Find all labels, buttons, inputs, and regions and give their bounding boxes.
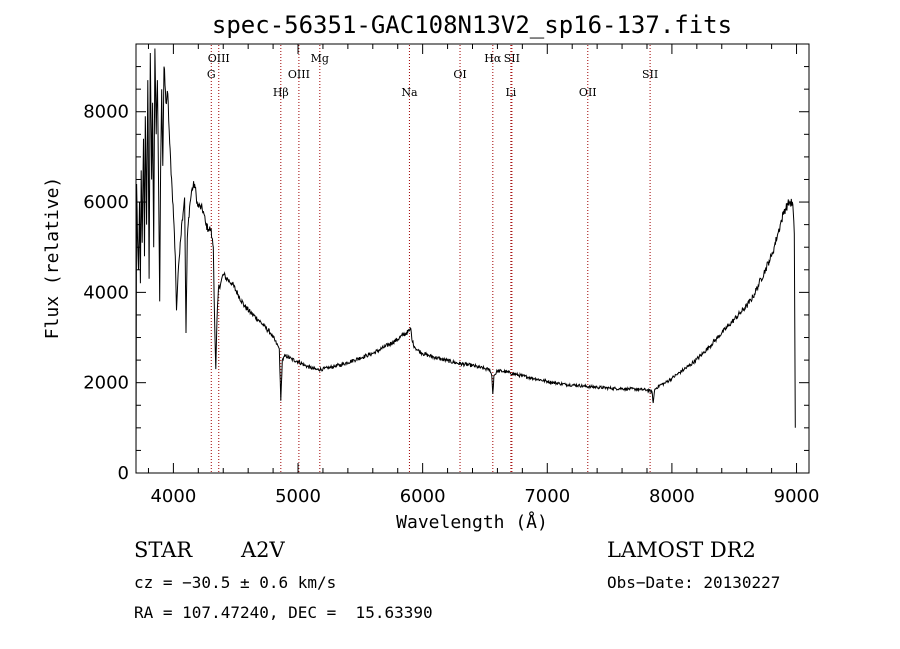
line-marker-label: OII: [579, 86, 597, 99]
line-marker-label: Mg: [311, 52, 329, 65]
x-tick-label: 8000: [649, 486, 695, 507]
line-marker-label: OIII: [208, 52, 230, 65]
y-tick-label: 8000: [83, 102, 129, 123]
observation-date: Obs−Date: 20130227: [607, 573, 781, 592]
sky-coordinates: RA = 107.47240, DEC = 15.63390: [134, 603, 433, 622]
object-type: STAR: [134, 538, 193, 562]
x-tick-label: 9000: [774, 486, 820, 507]
x-axis-label: Wavelength (Å): [396, 511, 548, 533]
spectrum-series-line: [135, 48, 796, 465]
line-marker-label: Hα: [484, 52, 502, 65]
line-marker-label: SII: [504, 52, 520, 65]
y-tick-label: 2000: [83, 373, 129, 394]
plot-frame: [135, 43, 810, 474]
line-marker-label: OI: [453, 68, 466, 81]
y-tick-label: 6000: [83, 192, 129, 213]
y-tick-label: 0: [118, 463, 129, 484]
x-tick-label: 6000: [400, 486, 446, 507]
x-tick-label: 4000: [150, 486, 196, 507]
line-marker-label: OIII: [288, 68, 310, 81]
x-axis-ticks: 4000 5000 6000 7000 8000 9000: [147, 44, 820, 507]
redshift-velocity: cz = −30.5 ± 0.6 km/s: [134, 573, 337, 592]
survey-name: LAMOST DR2: [607, 538, 756, 562]
x-tick-label: 5000: [275, 486, 321, 507]
line-marker-label: G: [207, 68, 216, 81]
chart-title: spec-56351-GAC108N13V2_sp16-137.fits: [212, 11, 732, 39]
line-marker-label: Li: [505, 86, 516, 99]
line-marker-label: SII: [642, 68, 658, 81]
y-tick-label: 4000: [83, 282, 129, 303]
line-marker-label: Na: [401, 86, 418, 99]
y-axis-ticks: 0 2000 4000 6000 8000: [83, 66, 809, 484]
line-marker-label: Hβ: [273, 86, 289, 99]
y-axis-label: Flux (relative): [42, 177, 63, 340]
x-tick-label: 7000: [524, 486, 570, 507]
spectral-subclass: A2V: [241, 538, 285, 562]
spectrum-layer: [135, 48, 796, 465]
